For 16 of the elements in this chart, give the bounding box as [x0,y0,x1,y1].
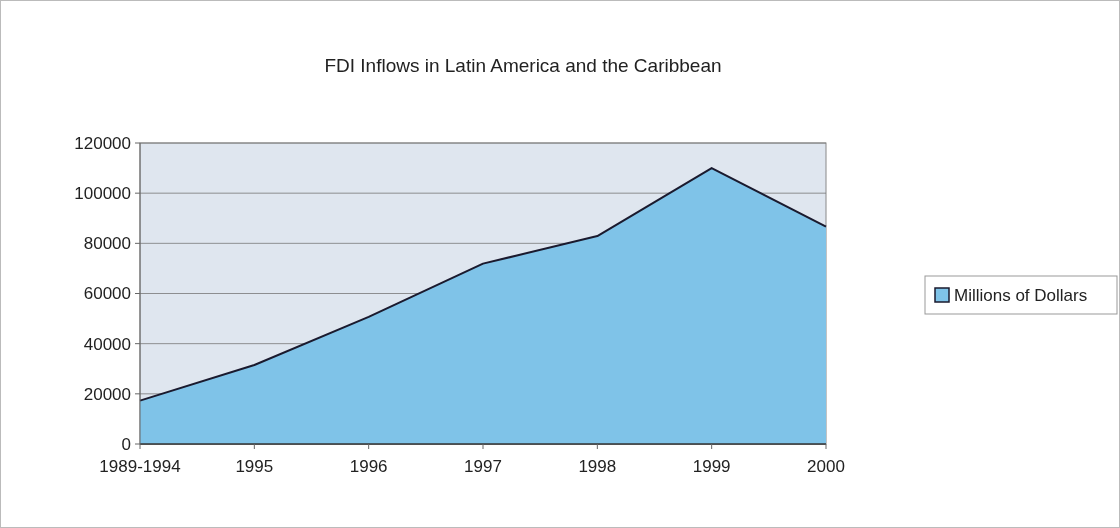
y-tick-label: 20000 [83,384,131,404]
y-tick-label: 100000 [74,184,131,204]
y-tick-label: 40000 [83,334,131,354]
x-tick-label: 1998 [578,457,617,476]
x-tick-label: 1996 [349,457,388,476]
x-tick-label: 1997 [464,457,502,476]
y-tick-label: 80000 [83,234,131,254]
x-tick-label: 1995 [235,457,274,476]
y-tick-label: 60000 [83,284,131,304]
y-tick-label: 120000 [74,133,131,153]
x-tick-label: 1999 [692,457,731,476]
x-tick-label: 2000 [807,457,845,476]
y-tick-label: 0 [121,434,131,454]
x-tick-label: 1989-1994 [99,457,181,476]
legend-label: Millions of Dollars [954,285,1088,305]
chart-title: FDI Inflows in Latin America and the Caribbean [324,55,722,76]
